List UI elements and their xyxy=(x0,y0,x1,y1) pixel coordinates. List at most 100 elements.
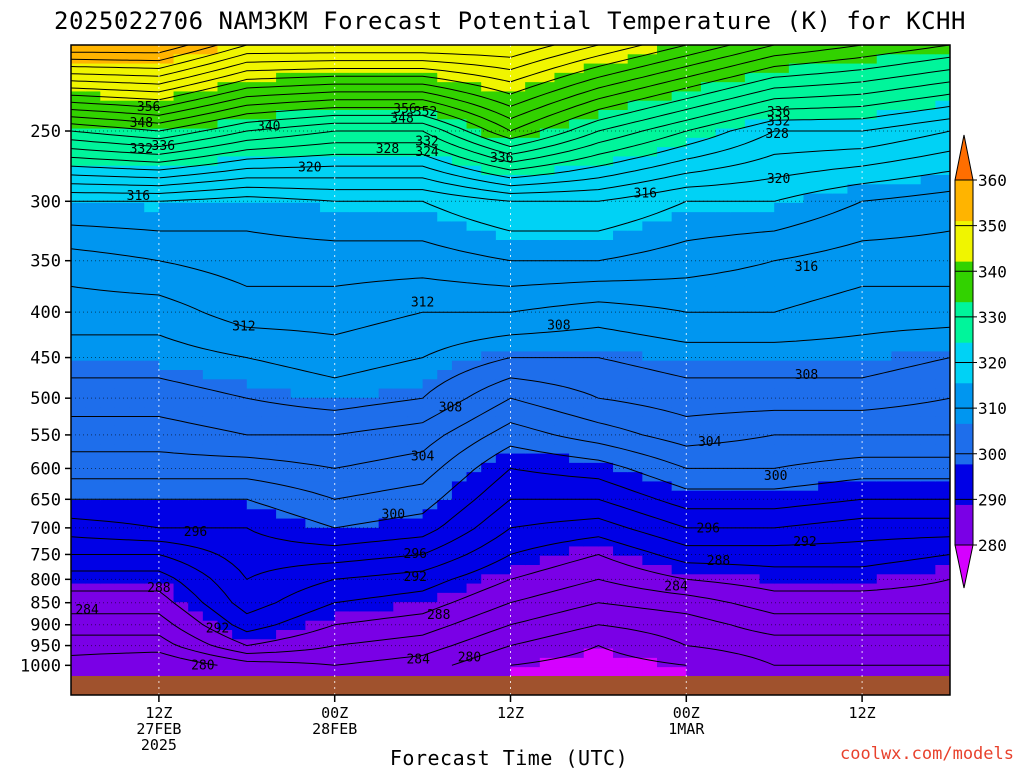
heatmap-cell xyxy=(715,630,731,640)
heatmap-cell xyxy=(466,212,482,223)
heatmap-cell xyxy=(862,379,878,390)
heatmap-cell xyxy=(510,45,526,55)
heatmap-cell xyxy=(774,193,790,204)
heatmap-cell xyxy=(495,370,512,380)
heatmap-cell xyxy=(393,639,409,650)
heatmap-cell xyxy=(437,379,453,390)
heatmap-cell xyxy=(158,110,175,120)
heatmap-cell xyxy=(744,147,761,158)
heatmap-cell xyxy=(627,546,643,557)
heatmap-cell xyxy=(305,490,321,501)
heatmap-cell xyxy=(876,63,892,74)
heatmap-cell xyxy=(320,249,336,260)
heatmap-cell xyxy=(320,472,336,483)
heatmap-cell xyxy=(334,416,350,427)
heatmap-cell xyxy=(774,212,790,223)
heatmap-cell xyxy=(788,453,805,464)
heatmap-cell xyxy=(349,360,365,371)
heatmap-cell xyxy=(671,435,687,445)
heatmap-cell xyxy=(451,518,468,529)
heatmap-cell xyxy=(71,416,87,427)
heatmap-cell xyxy=(71,295,87,306)
heatmap-cell xyxy=(71,648,87,659)
heatmap-cell xyxy=(510,82,526,93)
heatmap-cell xyxy=(437,397,453,408)
heatmap-cell xyxy=(451,100,468,111)
heatmap-cell xyxy=(525,323,541,334)
heatmap-cell xyxy=(246,193,263,204)
heatmap-cell xyxy=(217,82,233,93)
heatmap-cell xyxy=(554,91,570,102)
heatmap-cell xyxy=(876,156,892,167)
heatmap-cell xyxy=(862,639,878,650)
heatmap-cell xyxy=(451,630,468,640)
heatmap-cell xyxy=(481,258,497,269)
heatmap-cell xyxy=(217,230,233,241)
heatmap-cell xyxy=(862,221,878,232)
heatmap-cell xyxy=(642,351,658,362)
heatmap-cell xyxy=(525,490,541,501)
heatmap-cell xyxy=(495,360,512,371)
heatmap-cell xyxy=(583,360,599,371)
heatmap-cell xyxy=(393,360,409,371)
heatmap-cell xyxy=(114,305,131,315)
heatmap-cell xyxy=(158,91,175,102)
heatmap-cell xyxy=(364,147,380,158)
heatmap-cell xyxy=(700,518,717,529)
heatmap-cell xyxy=(803,54,819,65)
heatmap-cell xyxy=(657,100,673,111)
heatmap-cell xyxy=(539,323,556,334)
heatmap-cell xyxy=(803,453,819,464)
heatmap-cell xyxy=(290,416,306,427)
heatmap-cell xyxy=(510,137,526,148)
heatmap-cell xyxy=(114,435,131,445)
heatmap-cell xyxy=(642,518,658,529)
heatmap-cell xyxy=(642,100,658,111)
heatmap-cell xyxy=(246,128,263,139)
heatmap-cell xyxy=(642,202,658,213)
heatmap-cell xyxy=(847,193,863,204)
heatmap-cell xyxy=(202,100,219,111)
heatmap-cell xyxy=(393,277,409,288)
heatmap-cell xyxy=(466,370,482,380)
heatmap-cell xyxy=(583,481,599,492)
heatmap-cell xyxy=(847,249,863,260)
heatmap-cell xyxy=(276,555,292,566)
heatmap-cell xyxy=(481,249,497,260)
heatmap-cell xyxy=(920,490,936,501)
heatmap-cell xyxy=(935,54,950,65)
heatmap-cell xyxy=(539,156,556,167)
heatmap-cell xyxy=(100,54,116,65)
heatmap-cell xyxy=(569,379,585,390)
heatmap-cell xyxy=(173,147,189,158)
heatmap-cell xyxy=(202,147,219,158)
heatmap-cell xyxy=(305,435,321,445)
heatmap-cell xyxy=(569,305,585,315)
heatmap-cell xyxy=(642,500,658,510)
heatmap-cell xyxy=(290,295,306,306)
heatmap-cell xyxy=(202,518,219,529)
heatmap-cell xyxy=(803,305,819,315)
heatmap-cell xyxy=(862,416,878,427)
heatmap-cell xyxy=(232,295,248,306)
heatmap-cell xyxy=(451,147,468,158)
heatmap-cell xyxy=(129,63,145,74)
heatmap-cell xyxy=(290,305,306,315)
heatmap-cell xyxy=(158,397,175,408)
heatmap-cell xyxy=(657,147,673,158)
heatmap-cell xyxy=(495,295,512,306)
heatmap-cell xyxy=(569,407,585,418)
heatmap-cell xyxy=(158,574,175,585)
heatmap-cell xyxy=(598,137,614,148)
heatmap-cell xyxy=(393,620,409,631)
heatmap-cell xyxy=(85,175,101,185)
heatmap-cell xyxy=(554,416,570,427)
heatmap-cell xyxy=(744,397,761,408)
heatmap-cell xyxy=(554,63,570,74)
heatmap-cell xyxy=(803,537,819,548)
heatmap-cell xyxy=(320,175,336,185)
heatmap-cell xyxy=(451,137,468,148)
contour-label: 348 xyxy=(390,111,413,126)
heatmap-cell xyxy=(320,221,336,232)
heatmap-cell xyxy=(715,175,731,185)
